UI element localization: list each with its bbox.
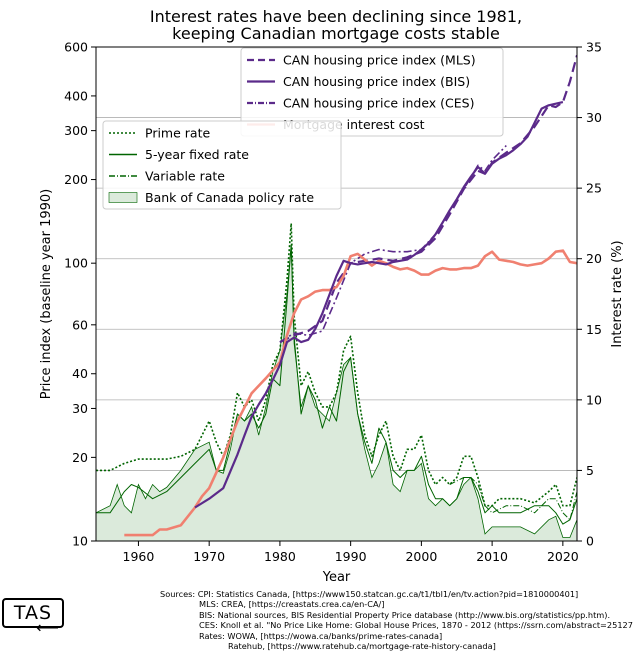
- y-right-tick-label: 20: [586, 251, 602, 266]
- legend-left-label: Prime rate: [145, 126, 210, 141]
- y-left-tick-label: 20: [72, 450, 88, 465]
- legend-left-label: Variable rate: [145, 169, 225, 184]
- y-left-tick-label: 40: [72, 366, 88, 381]
- tas-logo: TAS: [2, 598, 64, 628]
- legend-right-label: CAN housing price index (BIS): [283, 74, 470, 89]
- y-right-tick-label: 30: [586, 110, 602, 125]
- y-left-axis-label: Price index (baseline year 1990): [39, 189, 54, 400]
- series-bank-of-canada-policy-rate: [96, 244, 577, 541]
- y-left-tick-label: 10: [72, 534, 88, 549]
- y-right-axis-label: Interest rate (%): [610, 240, 625, 347]
- sources-note: Sources: CPI: Statistics Canada, [https:…: [160, 589, 633, 651]
- source-line: BIS: National sources, BIS Residential P…: [199, 609, 611, 620]
- x-tick-label: 2000: [405, 549, 437, 564]
- chart-title: Interest rates have been declining since…: [149, 7, 523, 26]
- legend-left-swatch: [108, 192, 138, 203]
- y-left-tick-label: 400: [64, 88, 88, 103]
- y-left-tick-label: 200: [64, 172, 88, 187]
- legend-left-box: [102, 120, 342, 210]
- series-mortgage-interest-cost: [124, 249, 577, 537]
- series-prime-rate: [96, 222, 577, 507]
- chart-canvas: 1960 1970 1980 1990 2000 2010 2020Year10203040…: [39, 40, 625, 586]
- series-can-housing-price-index-ces: [279, 145, 507, 343]
- legend-right-label: CAN housing price index (CES): [283, 96, 474, 111]
- x-tick-label: 2010: [476, 549, 508, 564]
- logo-arrow-icon: ⟵: [36, 618, 59, 637]
- series-can-housing-price-index-mls: [279, 55, 577, 344]
- series-variable-rate: [449, 477, 577, 521]
- source-line: CES: Knoll et al. "No Price Like Home: G…: [199, 620, 633, 631]
- x-tick-label: 1960: [123, 549, 155, 564]
- source-line: Sources: CPI: Statistics Canada, [https:…: [160, 589, 579, 599]
- legend-right-box: [240, 47, 504, 137]
- source-line: MLS: CREA, [https://creastats.crea.ca/en…: [199, 599, 385, 610]
- x-tick-label: 1990: [335, 549, 367, 564]
- y-left-tick-label: 100: [64, 256, 88, 271]
- series-5-year-fixed-rate: [96, 244, 577, 525]
- y-right-tick-label: 25: [586, 181, 602, 196]
- x-tick-label: 2020: [547, 549, 579, 564]
- y-left-tick-label: 300: [64, 123, 88, 138]
- x-axis-label: Year: [322, 570, 351, 585]
- y-right-tick-label: 15: [586, 322, 602, 337]
- chart-subtitle: keeping Canadian mortgage costs stable: [172, 24, 500, 43]
- y-right-tick-label: 35: [586, 40, 602, 55]
- y-right-tick-label: 10: [586, 392, 602, 407]
- y-left-tick-label: 600: [64, 40, 88, 55]
- y-right-tick-label: 0: [586, 534, 594, 549]
- legend-right-label: CAN housing price index (MLS): [283, 53, 476, 68]
- x-tick-label: 1980: [264, 549, 296, 564]
- series-can-housing-price-index-bis: [194, 101, 564, 509]
- plot-frame: [95, 46, 578, 542]
- y-left-tick-label: 30: [72, 401, 88, 416]
- y-left-tick-label: 60: [72, 317, 88, 332]
- x-tick-label: 1970: [193, 549, 225, 564]
- source-line: Rates: WOWA, [https://wowa.ca/banks/prim…: [199, 630, 443, 641]
- legend-left-label: Bank of Canada policy rate: [145, 190, 314, 205]
- legend-left-label: 5-year fixed rate: [145, 147, 249, 162]
- source-line: Ratehub, [https://www.ratehub.ca/mortgag…: [228, 641, 496, 652]
- y-right-tick-label: 5: [586, 463, 594, 478]
